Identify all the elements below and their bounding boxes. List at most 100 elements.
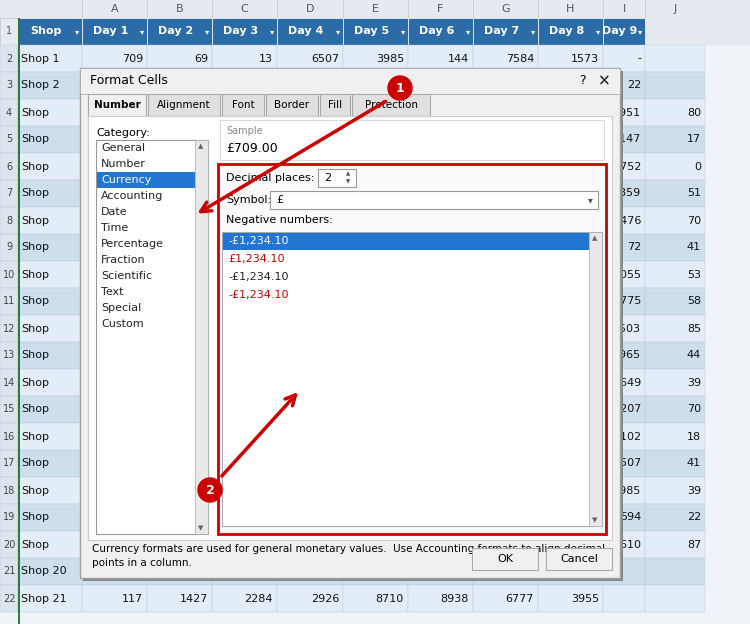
Bar	[82, 153, 147, 180]
Bar	[645, 180, 705, 207]
Text: -: -	[637, 54, 641, 64]
Text: -£1,234.10: -£1,234.10	[228, 236, 289, 246]
Bar	[0, 450, 18, 477]
Text: 8938: 8938	[441, 593, 469, 603]
Text: ▾: ▾	[587, 195, 592, 205]
Bar	[408, 153, 473, 180]
Bar	[589, 232, 602, 526]
Text: 2: 2	[206, 484, 214, 497]
Bar	[82, 126, 147, 153]
Bar	[473, 126, 538, 153]
Bar	[277, 153, 343, 180]
Bar	[645, 234, 705, 261]
Bar	[277, 261, 343, 288]
Text: ▾: ▾	[336, 27, 340, 36]
Bar	[277, 72, 343, 99]
Text: -£1,234.10: -£1,234.10	[228, 272, 289, 282]
Text: ▲: ▲	[198, 143, 204, 149]
Text: Day 7: Day 7	[484, 26, 519, 36]
Bar	[343, 45, 408, 72]
Bar	[603, 477, 645, 504]
Bar	[147, 396, 212, 423]
Bar	[277, 288, 343, 315]
Bar	[473, 585, 538, 612]
Bar	[645, 342, 705, 369]
Text: 1: 1	[6, 26, 12, 36]
Bar	[0, 504, 18, 531]
Bar	[473, 369, 538, 396]
Bar	[343, 315, 408, 342]
Text: A: A	[111, 4, 118, 14]
Text: F: F	[437, 4, 444, 14]
Bar	[82, 18, 147, 45]
Text: ▾: ▾	[466, 27, 470, 36]
Text: 1503: 1503	[613, 323, 641, 333]
Bar	[82, 585, 147, 612]
Bar	[147, 234, 212, 261]
Text: 14: 14	[3, 378, 15, 388]
Bar	[147, 45, 212, 72]
Bar	[343, 207, 408, 234]
Bar	[645, 126, 705, 153]
Bar	[603, 18, 645, 45]
Bar	[277, 234, 343, 261]
Bar	[18, 477, 82, 504]
Bar	[223, 233, 589, 250]
Bar	[546, 548, 612, 570]
Text: 6: 6	[6, 162, 12, 172]
Text: 2476: 2476	[613, 215, 641, 225]
Bar	[408, 450, 473, 477]
Text: Border: Border	[274, 100, 310, 110]
Bar	[343, 342, 408, 369]
Text: Shop: Shop	[21, 270, 49, 280]
Text: 85: 85	[687, 323, 701, 333]
Bar	[277, 450, 343, 477]
Bar	[147, 585, 212, 612]
Bar	[408, 180, 473, 207]
Bar	[408, 45, 473, 72]
Bar	[343, 585, 408, 612]
Text: -518: -518	[314, 80, 339, 90]
Bar	[277, 180, 343, 207]
Text: ▼: ▼	[346, 180, 350, 185]
Bar	[82, 396, 147, 423]
Bar	[343, 288, 408, 315]
Circle shape	[198, 478, 222, 502]
Text: 144: 144	[448, 54, 469, 64]
Text: Text: Text	[101, 287, 124, 297]
Bar	[645, 45, 705, 72]
Bar	[0, 558, 18, 585]
Circle shape	[388, 76, 412, 100]
Bar	[18, 315, 82, 342]
Bar	[603, 450, 645, 477]
Text: Day 5: Day 5	[354, 26, 389, 36]
Bar	[277, 423, 343, 450]
Text: 4985: 4985	[613, 485, 641, 495]
Bar	[343, 369, 408, 396]
Text: Day 6: Day 6	[419, 26, 454, 36]
Text: Day 1: Day 1	[93, 26, 128, 36]
Text: Currency formats are used for general monetary values.  Use Accounting formats t: Currency formats are used for general mo…	[92, 544, 605, 554]
Text: 916: 916	[578, 485, 599, 495]
Bar	[538, 288, 603, 315]
Bar	[18, 531, 82, 558]
Text: ▾: ▾	[270, 27, 274, 36]
Text: 53: 53	[687, 270, 701, 280]
Bar	[212, 450, 277, 477]
Bar	[0, 0, 18, 18]
Bar	[212, 288, 277, 315]
Bar	[645, 423, 705, 450]
Bar	[147, 504, 212, 531]
Text: 6130: 6130	[376, 80, 404, 90]
Bar	[195, 140, 208, 534]
Text: 4852: 4852	[180, 567, 208, 577]
Bar	[18, 180, 82, 207]
Bar	[212, 531, 277, 558]
Bar	[212, 261, 277, 288]
Bar	[147, 288, 212, 315]
Text: 709: 709	[122, 54, 143, 64]
Bar	[82, 450, 147, 477]
Bar	[147, 477, 212, 504]
Text: Fill: Fill	[328, 100, 342, 110]
Text: Date: Date	[101, 207, 128, 217]
